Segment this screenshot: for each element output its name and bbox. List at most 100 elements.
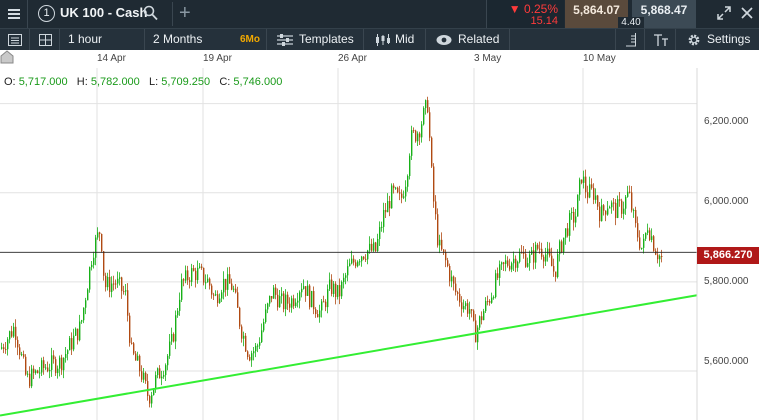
- list-view-button[interactable]: [0, 29, 30, 51]
- range-selector[interactable]: 2 Months: [145, 29, 265, 51]
- candle-up: [97, 232, 99, 238]
- candle-up: [547, 248, 549, 255]
- candle-down: [331, 279, 333, 294]
- title-bar: 1 UK 100 - Cash + ▼ 0.25% 15.14 5,864.07…: [0, 0, 759, 29]
- candle-up: [59, 357, 61, 369]
- candle-down: [459, 293, 461, 303]
- instrument-name[interactable]: UK 100 - Cash: [60, 5, 148, 20]
- candle-down: [43, 360, 45, 369]
- candle-down: [453, 276, 455, 284]
- candle-down: [567, 228, 569, 236]
- candle-down: [355, 262, 357, 267]
- candle-down: [661, 255, 663, 257]
- sell-price-button[interactable]: 5,864.07: [565, 0, 628, 28]
- text-size-button[interactable]: [645, 29, 676, 51]
- candle-up: [565, 228, 567, 238]
- candle-down: [553, 266, 555, 272]
- candle-up: [387, 201, 389, 213]
- candle-down: [309, 285, 311, 308]
- candle-down: [523, 252, 525, 254]
- candle-up: [185, 270, 187, 281]
- close-icon[interactable]: [740, 6, 754, 20]
- candle-up: [223, 278, 225, 293]
- candle-up: [227, 274, 229, 290]
- ruler-icon: [626, 33, 636, 47]
- candle-down: [587, 192, 589, 198]
- candle-down: [335, 283, 337, 297]
- indicators-button[interactable]: [615, 29, 645, 51]
- candle-down: [561, 241, 563, 253]
- candle-up: [303, 286, 305, 289]
- hamburger-menu-icon[interactable]: [0, 0, 28, 28]
- candle-up: [403, 196, 405, 198]
- candle-down: [385, 209, 387, 213]
- maximize-icon[interactable]: [717, 6, 731, 20]
- candle-up: [583, 176, 585, 183]
- candle-up: [405, 186, 407, 197]
- scroll-latest-icon[interactable]: [0, 50, 14, 64]
- candle-up: [57, 368, 59, 374]
- candle-down: [147, 381, 149, 397]
- candle-up: [299, 292, 301, 301]
- candle-down: [449, 265, 451, 282]
- trend-line[interactable]: [0, 294, 698, 417]
- chart-canvas[interactable]: [0, 50, 759, 420]
- candle-up: [199, 266, 201, 268]
- candle-up: [451, 276, 453, 282]
- candle-down: [581, 179, 583, 183]
- x-tick-14-apr: 14 Apr: [97, 53, 126, 64]
- related-label: Related: [458, 32, 500, 46]
- sliders-icon: [277, 34, 293, 46]
- candle-down: [235, 288, 237, 293]
- range-badge[interactable]: 6Mo: [240, 34, 260, 45]
- layout-button[interactable]: [30, 29, 60, 51]
- candle-up: [647, 230, 649, 233]
- candle-down: [11, 331, 13, 337]
- candle-down: [317, 314, 319, 318]
- candle-down: [313, 291, 315, 310]
- candle-down: [375, 242, 377, 252]
- interval-selector[interactable]: 1 hour: [60, 29, 145, 51]
- candle-up: [519, 252, 521, 262]
- add-tab-icon[interactable]: +: [172, 2, 192, 26]
- candle-down: [447, 260, 449, 266]
- candle-up: [79, 321, 81, 341]
- candle-down: [619, 199, 621, 201]
- candle-up: [205, 282, 207, 284]
- candle-up: [31, 368, 33, 387]
- candle-up: [281, 293, 283, 297]
- candle-up: [151, 395, 153, 404]
- candle-up: [517, 261, 519, 268]
- candle-up: [87, 289, 89, 301]
- settings-label: Settings: [707, 32, 751, 46]
- related-button[interactable]: Related: [426, 29, 510, 51]
- candle-down: [225, 278, 227, 290]
- candle-up: [341, 282, 343, 297]
- templates-button[interactable]: Templates: [266, 29, 364, 51]
- search-icon[interactable]: [143, 5, 158, 21]
- settings-button[interactable]: Settings: [676, 29, 759, 51]
- low-value: 5,709.250: [161, 76, 211, 88]
- candle-up: [295, 302, 297, 307]
- candle-down: [127, 290, 129, 316]
- candle-up: [177, 310, 179, 316]
- candle-down: [47, 367, 49, 372]
- y-tick-5600: 5,600.000: [704, 356, 749, 367]
- candle-up: [263, 322, 265, 331]
- candle-up: [625, 196, 627, 209]
- candle-up: [575, 216, 577, 223]
- text-size-icon: [654, 34, 668, 46]
- candle-up: [165, 365, 167, 376]
- candle-up: [381, 226, 383, 228]
- candle-down: [211, 285, 213, 295]
- candle-up: [493, 297, 495, 299]
- candle-up: [285, 294, 287, 310]
- candle-down: [283, 293, 285, 310]
- candle-up: [577, 194, 579, 217]
- candle-up: [255, 345, 257, 352]
- candle-up: [641, 247, 643, 249]
- candle-up: [27, 373, 29, 375]
- price-type-button[interactable]: Mid: [364, 29, 426, 51]
- candle-up: [267, 303, 269, 310]
- price-chart[interactable]: 14 Apr 19 Apr 26 Apr 3 May 10 May 6,200.…: [0, 50, 759, 420]
